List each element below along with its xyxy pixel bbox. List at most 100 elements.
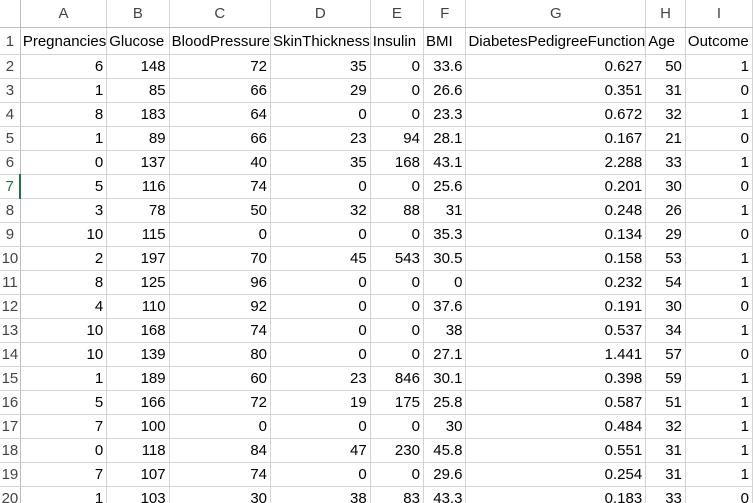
cell[interactable]: 0 (270, 414, 371, 439)
cell[interactable]: 189 (106, 366, 170, 391)
cell[interactable]: 543 (370, 246, 424, 271)
column-header-a[interactable]: A (20, 0, 108, 28)
cell[interactable]: 35 (270, 54, 371, 79)
cell[interactable]: 59 (645, 366, 686, 391)
cell[interactable]: 35 (270, 150, 371, 175)
cell[interactable]: 846 (370, 366, 424, 391)
cell[interactable]: 27.1 (423, 342, 467, 367)
cell[interactable]: 30 (645, 294, 686, 319)
column-header-h[interactable]: H (645, 0, 686, 28)
cell[interactable]: 2.288 (465, 150, 647, 175)
cell[interactable]: 53 (645, 246, 686, 271)
cell[interactable]: 66 (169, 126, 272, 151)
cell[interactable]: 38 (270, 486, 371, 503)
cell[interactable]: 72 (169, 390, 272, 415)
column-title-cell[interactable]: Age (645, 27, 686, 55)
column-header-e[interactable]: E (370, 0, 424, 28)
cell[interactable]: 33 (645, 486, 686, 503)
cell[interactable]: 2 (20, 246, 108, 271)
cell[interactable]: 183 (106, 102, 170, 127)
cell[interactable]: 0.201 (465, 174, 647, 199)
cell[interactable]: 29 (645, 222, 686, 247)
cell[interactable]: 26.6 (423, 78, 467, 103)
cell[interactable]: 74 (169, 462, 272, 487)
cell[interactable]: 50 (645, 54, 686, 79)
cell[interactable]: 0 (169, 222, 272, 247)
cell[interactable]: 3 (20, 198, 108, 223)
column-title-cell[interactable]: Insulin (370, 27, 424, 55)
cell[interactable]: 175 (370, 390, 424, 415)
cell[interactable]: 33.6 (423, 54, 467, 79)
cell[interactable]: 31 (423, 198, 467, 223)
cell[interactable]: 1 (685, 438, 753, 463)
cell[interactable]: 110 (106, 294, 170, 319)
cell[interactable]: 10 (20, 342, 108, 367)
column-title-cell[interactable]: Glucose (106, 27, 170, 55)
cell[interactable]: 54 (645, 270, 686, 295)
cell[interactable]: 8 (20, 102, 108, 127)
cell[interactable]: 78 (106, 198, 170, 223)
cell[interactable]: 8 (20, 270, 108, 295)
column-title-cell[interactable]: BMI (423, 27, 467, 55)
column-title-cell[interactable]: Outcome (685, 27, 753, 55)
cell[interactable]: 94 (370, 126, 424, 151)
cell[interactable]: 1 (685, 390, 753, 415)
column-title-cell[interactable]: DiabetesPedigreeFunction (465, 27, 647, 55)
cell[interactable]: 1 (685, 150, 753, 175)
cell[interactable]: 74 (169, 318, 272, 343)
cell[interactable]: 57 (645, 342, 686, 367)
cell[interactable]: 115 (106, 222, 170, 247)
column-title-cell[interactable]: SkinThickness (270, 27, 371, 55)
row-header[interactable]: 19 (0, 462, 21, 487)
column-header-g[interactable]: G (465, 0, 647, 28)
cell[interactable]: 0 (685, 222, 753, 247)
cell[interactable]: 0 (685, 342, 753, 367)
cell[interactable]: 1 (685, 318, 753, 343)
cell[interactable]: 230 (370, 438, 424, 463)
cell[interactable]: 0 (370, 270, 424, 295)
cell[interactable]: 0 (685, 294, 753, 319)
column-header-b[interactable]: B (106, 0, 170, 28)
cell[interactable]: 0 (270, 222, 371, 247)
cell[interactable]: 96 (169, 270, 272, 295)
cell[interactable]: 100 (106, 414, 170, 439)
cell[interactable]: 0 (270, 462, 371, 487)
cell[interactable]: 0 (685, 174, 753, 199)
cell[interactable]: 89 (106, 126, 170, 151)
cell[interactable]: 137 (106, 150, 170, 175)
cell[interactable]: 30 (169, 486, 272, 503)
cell[interactable]: 116 (106, 174, 170, 199)
cell[interactable]: 70 (169, 246, 272, 271)
cell[interactable]: 30.1 (423, 366, 467, 391)
cell[interactable]: 118 (106, 438, 170, 463)
cell[interactable]: 1 (20, 78, 108, 103)
cell[interactable]: 1 (20, 126, 108, 151)
cell[interactable]: 5 (20, 390, 108, 415)
cell[interactable]: 28.1 (423, 126, 467, 151)
cell[interactable]: 0 (370, 462, 424, 487)
cell[interactable]: 84 (169, 438, 272, 463)
row-header[interactable]: 11 (0, 270, 21, 295)
cell[interactable]: 40 (169, 150, 272, 175)
cell[interactable]: 1 (685, 102, 753, 127)
cell[interactable]: 0 (370, 102, 424, 127)
cell[interactable]: 1 (685, 270, 753, 295)
row-header[interactable]: 8 (0, 198, 21, 223)
cell[interactable]: 103 (106, 486, 170, 503)
cell[interactable]: 21 (645, 126, 686, 151)
cell[interactable]: 0 (270, 102, 371, 127)
cell[interactable]: 30.5 (423, 246, 467, 271)
cell[interactable]: 0 (685, 486, 753, 503)
cell[interactable]: 23 (270, 366, 371, 391)
cell[interactable]: 26 (645, 198, 686, 223)
cell[interactable]: 10 (20, 222, 108, 247)
cell[interactable]: 168 (370, 150, 424, 175)
cell[interactable]: 51 (645, 390, 686, 415)
cell[interactable]: 50 (169, 198, 272, 223)
cell[interactable]: 0.158 (465, 246, 647, 271)
row-header[interactable]: 12 (0, 294, 21, 319)
cell[interactable]: 0 (370, 342, 424, 367)
cell[interactable]: 0 (370, 414, 424, 439)
row-header[interactable]: 14 (0, 342, 21, 367)
cell[interactable]: 43.3 (423, 486, 467, 503)
